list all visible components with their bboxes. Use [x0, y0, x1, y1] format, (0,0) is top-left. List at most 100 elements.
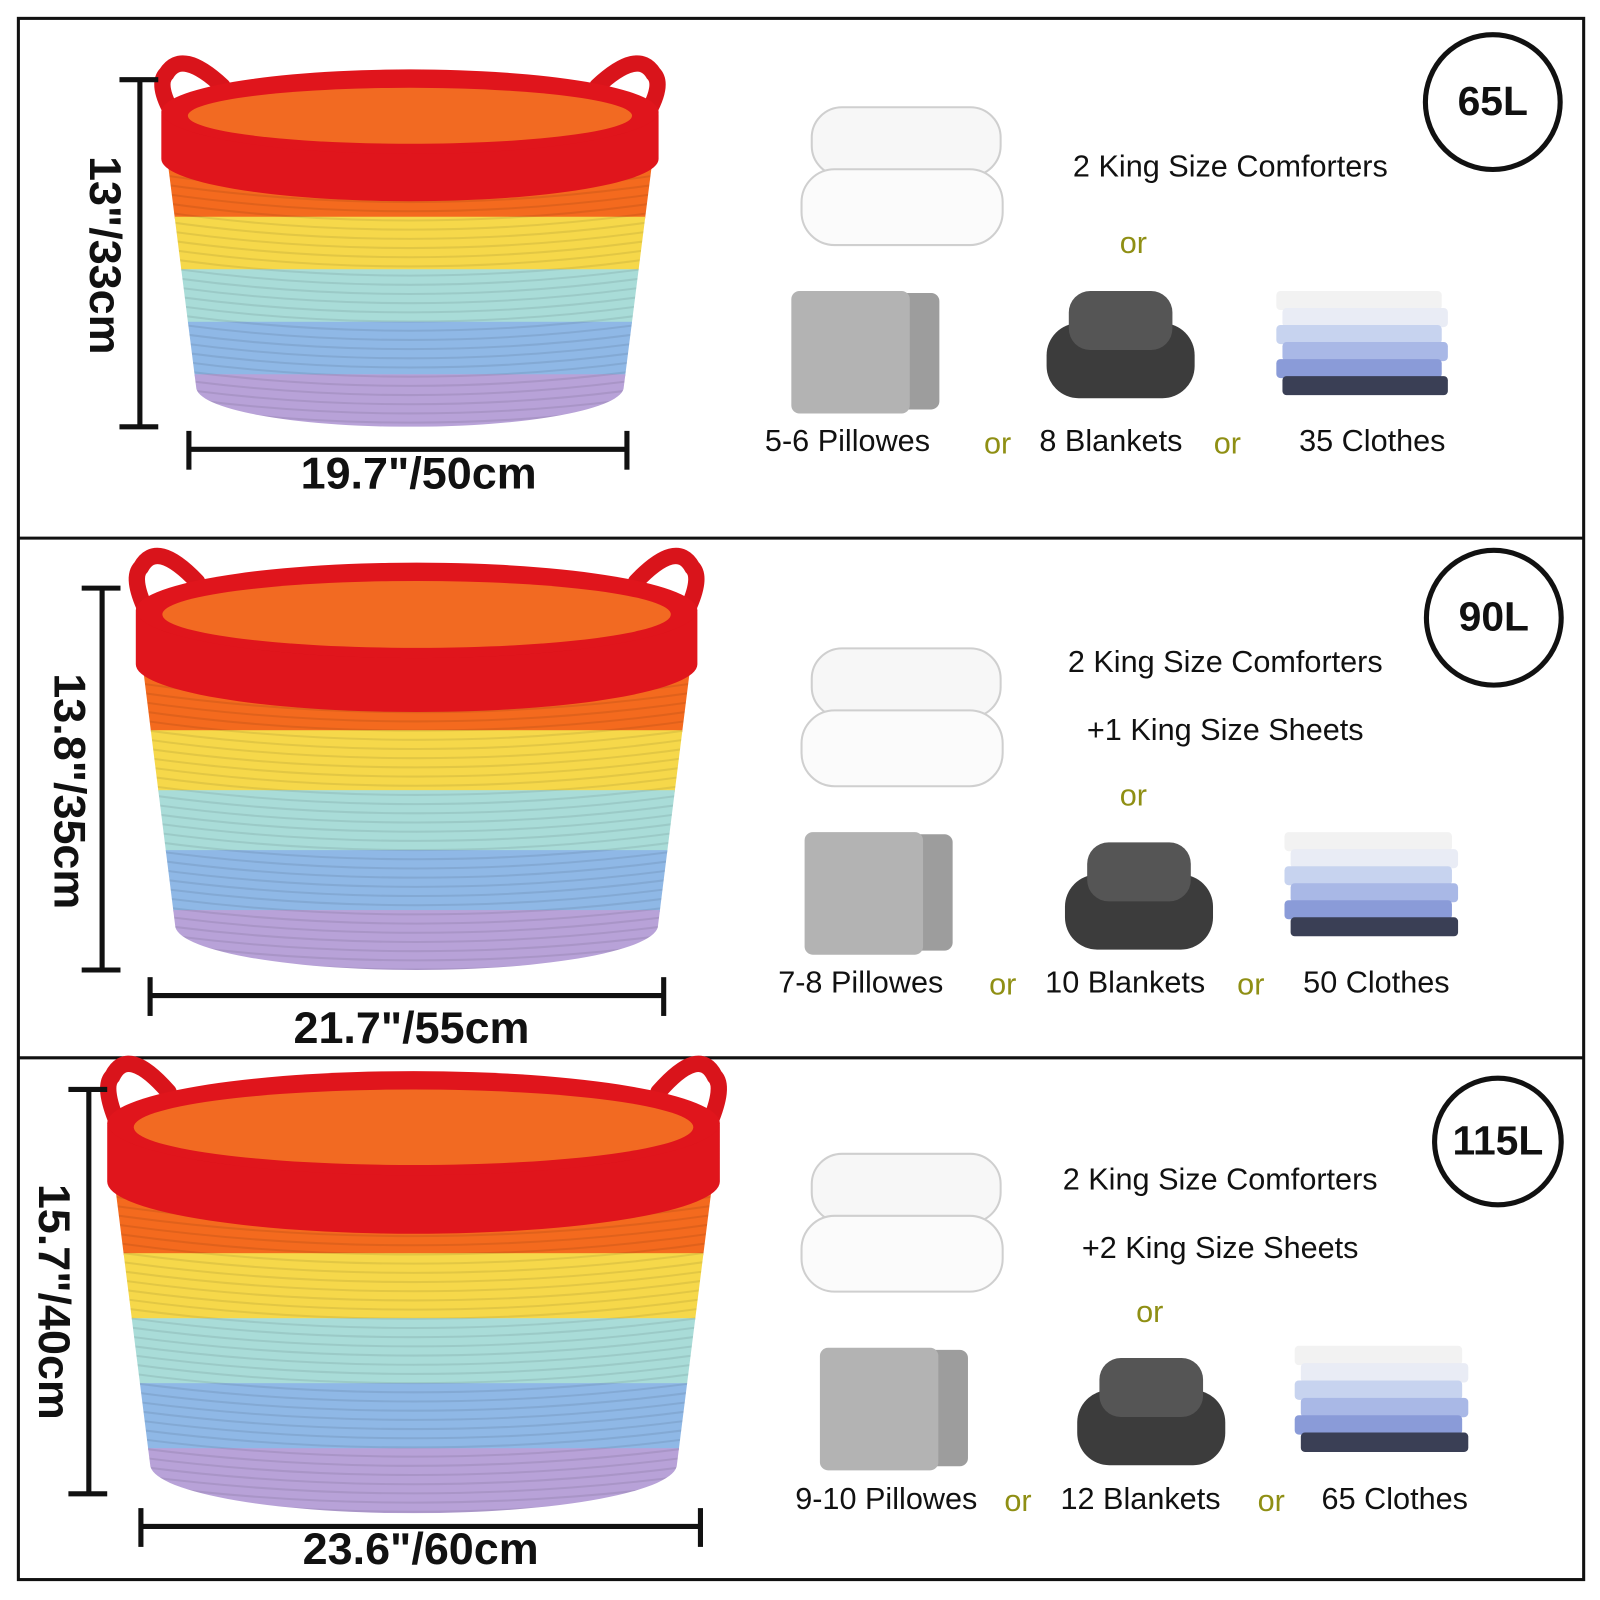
frame	[16, 16, 1586, 1582]
capacity-badge	[1432, 1075, 1564, 1208]
comforter-text: 2 King Size Comforters	[1063, 1162, 1378, 1196]
rope-line	[107, 1470, 720, 1495]
garment	[1294, 1345, 1463, 1366]
rope-line	[161, 321, 659, 341]
rope-line	[107, 1295, 720, 1320]
rope-line	[135, 828, 698, 852]
or-text: or	[989, 967, 1016, 1001]
blanket-fold	[1099, 1358, 1204, 1417]
item-label: 12 Blankets	[1060, 1482, 1220, 1516]
rope-line	[135, 792, 698, 815]
rope-line	[135, 920, 698, 943]
rope-line	[161, 293, 659, 314]
rope-line	[135, 773, 698, 796]
height-label: 13"/33cm	[80, 156, 131, 355]
rope-line	[107, 1332, 720, 1357]
rope-line	[135, 819, 698, 842]
rope-line	[135, 856, 698, 879]
rope-line	[107, 1360, 720, 1385]
rope-line	[135, 838, 698, 861]
rope-line	[161, 238, 659, 259]
comforter-text: 2 King Size Comforters	[1068, 645, 1383, 679]
handle	[650, 1055, 727, 1132]
garment	[1282, 376, 1448, 396]
stripe	[135, 850, 698, 913]
stripe	[161, 216, 659, 272]
item-label: 5-6 Pillowes	[765, 424, 930, 458]
comforter-icon	[800, 106, 1004, 247]
item-label: 9-10 Pillowes	[795, 1482, 977, 1516]
rope-line	[161, 201, 659, 222]
item-label: 35 Clothes	[1299, 424, 1445, 458]
capacity: 65L	[1458, 78, 1528, 124]
pillow-icon	[804, 832, 953, 955]
capacity-badge	[1423, 547, 1564, 688]
rope-line	[161, 275, 659, 295]
clothes-icon	[1294, 1345, 1469, 1452]
rope-line	[135, 902, 698, 925]
basket	[100, 1055, 727, 1514]
rope-line	[161, 348, 659, 369]
or-text: or	[984, 426, 1011, 460]
width-label: 21.7"/55cm	[293, 1002, 529, 1053]
comforter-fold	[800, 168, 1004, 247]
garment	[1294, 1380, 1463, 1400]
rope-line	[135, 929, 698, 953]
handle	[154, 55, 231, 120]
or-text: or	[1136, 1295, 1163, 1329]
rope-line	[161, 183, 659, 204]
pillow	[791, 291, 910, 414]
rope-line	[107, 1350, 720, 1375]
pillow	[819, 1347, 939, 1471]
rope-line	[135, 801, 698, 824]
rim-front	[161, 111, 659, 202]
rope-line	[161, 302, 659, 323]
rim-inner	[133, 1089, 694, 1166]
rope-line	[107, 1323, 720, 1348]
rope-line	[107, 1406, 720, 1431]
clothes-icon	[1276, 291, 1448, 396]
pillow-icon	[791, 291, 940, 414]
rope-line	[107, 1461, 720, 1486]
rope-line	[161, 339, 659, 360]
rope-line	[107, 1249, 720, 1274]
item-label: 8 Blankets	[1039, 424, 1182, 458]
comforter-fold	[800, 709, 1004, 788]
rope-line	[161, 219, 659, 240]
rope-line	[107, 1369, 720, 1394]
rope-line	[135, 782, 698, 806]
or-text: or	[1214, 426, 1241, 460]
capacity: 115L	[1452, 1117, 1543, 1163]
rope-line	[161, 394, 659, 415]
stripe	[161, 374, 659, 427]
garment	[1290, 849, 1459, 869]
rim-inner	[162, 580, 671, 648]
garment	[1276, 291, 1442, 311]
comforter-text: +1 King Size Sheets	[1087, 713, 1364, 747]
blanket-fold	[1087, 842, 1191, 902]
or-text: or	[1120, 226, 1147, 260]
rope-line	[135, 874, 698, 898]
rope-line	[107, 1396, 720, 1421]
rope-line	[161, 385, 659, 406]
rope-line	[107, 1277, 720, 1302]
garment	[1300, 1432, 1469, 1452]
rope-line	[107, 1387, 720, 1412]
or-text: or	[1120, 779, 1147, 813]
handle	[100, 1055, 177, 1132]
comforter-icon	[800, 1152, 1004, 1293]
comforter-fold	[810, 106, 1002, 178]
capacity: 90L	[1459, 594, 1529, 640]
rope-line	[135, 865, 698, 888]
or-text: or	[1258, 1484, 1285, 1518]
height-label: 15.7"/40cm	[29, 1184, 80, 1420]
rope-line	[135, 847, 698, 870]
garment	[1284, 900, 1452, 920]
rope-line	[107, 1451, 720, 1477]
rope-line	[107, 1222, 720, 1247]
garment	[1300, 1397, 1469, 1418]
item-label: 7-8 Pillowes	[778, 965, 943, 999]
rope-line	[161, 256, 659, 277]
handle	[589, 55, 666, 120]
rope-line	[161, 311, 659, 332]
